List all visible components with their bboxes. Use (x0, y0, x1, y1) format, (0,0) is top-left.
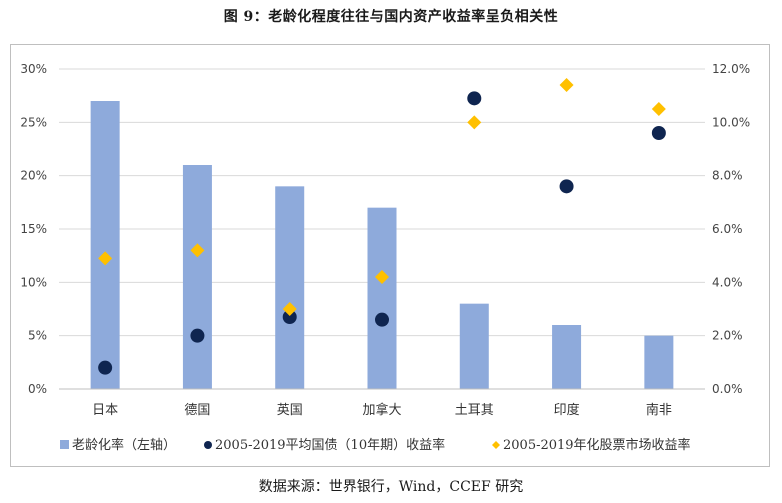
legend: 老龄化率（左轴） 2005-2019平均国债（10年期）收益率 2005-2019年… (60, 437, 691, 453)
right-tick-label: 6.0% (712, 222, 743, 236)
left-tick-label: 25% (20, 115, 47, 129)
category-label: 加拿大 (362, 402, 401, 418)
legend-label-aging: 老龄化率（左轴） (72, 437, 176, 453)
category-label: 南非 (646, 402, 672, 418)
stock-return-point (375, 270, 389, 284)
stock-return-point (651, 102, 666, 116)
category-label: 英国 (277, 403, 303, 418)
left-tick-label: 15% (20, 222, 47, 236)
legend-label-stock: 2005-2019年化股票市场收益率 (503, 437, 691, 453)
stock-return-point (467, 115, 482, 130)
right-axis-ticks: 0.0% 2.0% 4.0% 6.0% 8.0% 10.0% 12.0% (712, 62, 750, 396)
stock-return-markers (98, 78, 666, 316)
bond-yield-point (282, 310, 297, 324)
stock-return-point (559, 78, 574, 92)
legend-stock-swatch (492, 441, 500, 449)
bar-2 (182, 165, 212, 389)
right-tick-label: 12.0% (712, 62, 750, 76)
right-tick-label: 4.0% (712, 275, 743, 289)
left-axis-ticks: 0% 5% 10% 15% 20% 25% 30% (20, 62, 47, 396)
chart-frame (10, 44, 770, 467)
left-tick-label: 20% (20, 169, 47, 183)
category-label: 德国 (184, 403, 210, 418)
bond-yield-point (190, 328, 205, 343)
category-label: 土耳其 (455, 403, 494, 418)
right-tick-label: 0.0% (712, 382, 743, 396)
bar-6 (552, 325, 582, 389)
bond-yield-point (375, 312, 389, 327)
right-tick-label: 10.0% (712, 115, 750, 129)
bar-5 (459, 303, 489, 389)
right-tick-label: 2.0% (712, 329, 743, 343)
category-label: 印度 (554, 402, 580, 418)
bar-7 (644, 335, 674, 389)
data-source-note: 数据来源：世界银行，Wind，CCEF 研究 (258, 479, 524, 495)
bond-yield-point (651, 126, 666, 140)
bar-1 (90, 101, 120, 389)
stock-return-point (98, 251, 113, 266)
left-tick-label: 0% (28, 382, 47, 396)
bar-3 (275, 186, 305, 389)
stock-return-point (282, 302, 297, 316)
category-labels: 日本 德国 英国 加拿大 土耳其 印度 南非 (92, 402, 672, 418)
bar-4 (367, 207, 397, 389)
left-tick-label: 30% (20, 62, 47, 76)
stock-return-point (190, 243, 205, 258)
left-tick-label: 5% (28, 329, 47, 343)
bond-yield-point (98, 360, 113, 375)
left-tick-label: 10% (20, 275, 47, 289)
legend-bar-swatch (60, 440, 69, 449)
right-tick-label: 8.0% (712, 169, 743, 183)
category-label: 日本 (92, 403, 118, 418)
aging-rate-bars (90, 101, 674, 389)
legend-bond-swatch (204, 441, 212, 449)
bond-yield-point (467, 91, 482, 106)
bond-yield-point (559, 179, 574, 194)
chart-title: 图 9：老龄化程度往往与国内资产收益率呈负相关性 (223, 9, 559, 25)
legend-label-bond: 2005-2019平均国债（10年期）收益率 (215, 437, 445, 453)
bond-yield-markers (98, 91, 666, 375)
